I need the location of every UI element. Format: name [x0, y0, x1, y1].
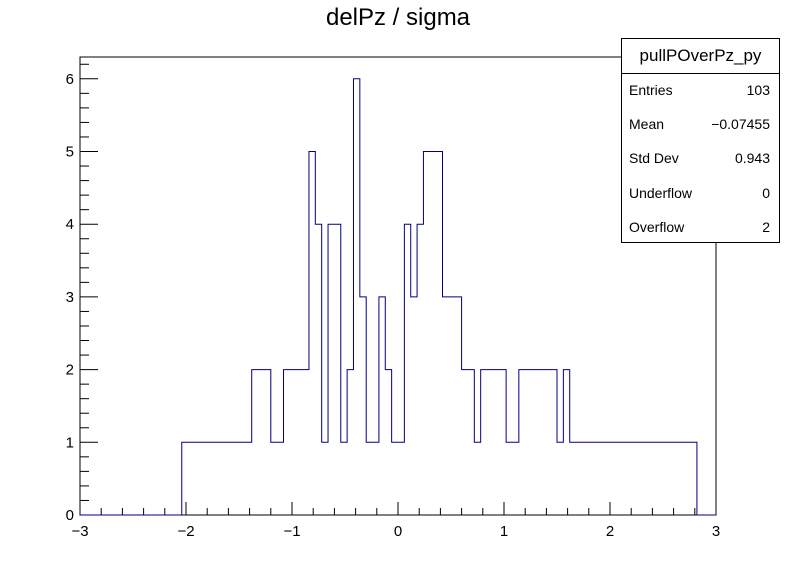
stats-label: Underflow [629, 185, 693, 201]
histogram-bin [691, 442, 697, 515]
histogram-line [80, 78, 716, 516]
histogram-bin [360, 297, 366, 515]
histogram-bin [519, 370, 525, 515]
histogram-bin [201, 442, 207, 515]
histogram-bin [353, 79, 359, 515]
histogram-bin [385, 370, 391, 515]
histogram-bin [214, 442, 227, 515]
stats-title: pullPOverPz_py [622, 39, 779, 74]
histogram-bin [671, 442, 677, 515]
stats-label: Overflow [629, 219, 685, 235]
histogram-bin [462, 370, 475, 515]
x-tick-label: 0 [394, 523, 402, 540]
axis-ticks [79, 63, 717, 516]
y-tick-label: 0 [66, 507, 74, 524]
x-tick-label: 3 [712, 523, 720, 540]
histogram-bin [570, 442, 576, 515]
histogram-bin [557, 442, 563, 515]
histogram-bin [366, 442, 379, 515]
histogram-bin [271, 442, 284, 515]
y-tick-label: 1 [66, 434, 74, 451]
histogram-bin [309, 152, 315, 515]
histogram-bin [417, 224, 423, 515]
histogram-bin [284, 370, 309, 515]
stats-value: 0.943 [734, 150, 770, 166]
y-tick-label: 5 [66, 144, 74, 161]
histogram-bin [481, 370, 487, 515]
histogram-bin [252, 370, 258, 515]
stats-label: Entries [629, 82, 673, 98]
histogram-bin [551, 370, 557, 515]
stats-row-overflow: Overflow 2 [629, 219, 770, 239]
stats-value: 103 [746, 82, 770, 98]
x-tick-label: −1 [283, 523, 300, 540]
stats-value: −0.07455 [711, 116, 770, 132]
stats-label: Std Dev [629, 150, 679, 166]
histogram-bin [474, 442, 480, 515]
chart-title: delPz / sigma [325, 4, 471, 31]
stats-label: Mean [629, 116, 665, 132]
y-tick-label: 6 [66, 71, 74, 88]
histogram-bin [404, 224, 410, 515]
y-tick-label: 3 [66, 289, 74, 306]
histogram-bin [322, 442, 328, 515]
histogram-bin [328, 224, 341, 515]
x-tick-label: 2 [606, 523, 614, 540]
histogram-bin [506, 442, 519, 515]
y-tick-labels: 0 1 2 3 4 5 6 [66, 71, 74, 524]
stats-value: 0 [762, 185, 770, 201]
x-tick-label: 1 [500, 523, 508, 540]
histogram-bin [436, 152, 442, 515]
y-tick-label: 2 [66, 362, 74, 379]
stats-box: pullPOverPz_py Entries 103 Mean −0.07455… [621, 38, 780, 243]
histogram-bin [182, 442, 188, 515]
histogram-bin [640, 442, 653, 515]
stats-value: 2 [762, 219, 770, 235]
x-tick-label: −3 [71, 523, 88, 540]
y-tick-label: 4 [66, 216, 74, 233]
stats-row-stddev: Std Dev 0.943 [629, 150, 770, 170]
histogram-bin [347, 370, 353, 515]
histogram-bin [315, 224, 321, 515]
histogram-bin [563, 370, 569, 515]
histogram-bin [245, 442, 251, 515]
x-tick-label: −2 [177, 523, 194, 540]
x-tick-labels: −3 −2 −1 0 1 2 3 [71, 523, 720, 540]
histogram-bin [443, 297, 449, 515]
stats-row-underflow: Underflow 0 [629, 185, 770, 205]
histogram-bin [423, 152, 429, 515]
stats-row-mean: Mean −0.07455 [629, 116, 770, 136]
histogram-bin [411, 297, 417, 515]
histogram-bin [341, 442, 347, 515]
histogram-bins [182, 79, 697, 515]
histogram-bin [233, 442, 239, 515]
stats-row-entries: Entries 103 [629, 82, 770, 102]
histogram-bin [379, 297, 385, 515]
